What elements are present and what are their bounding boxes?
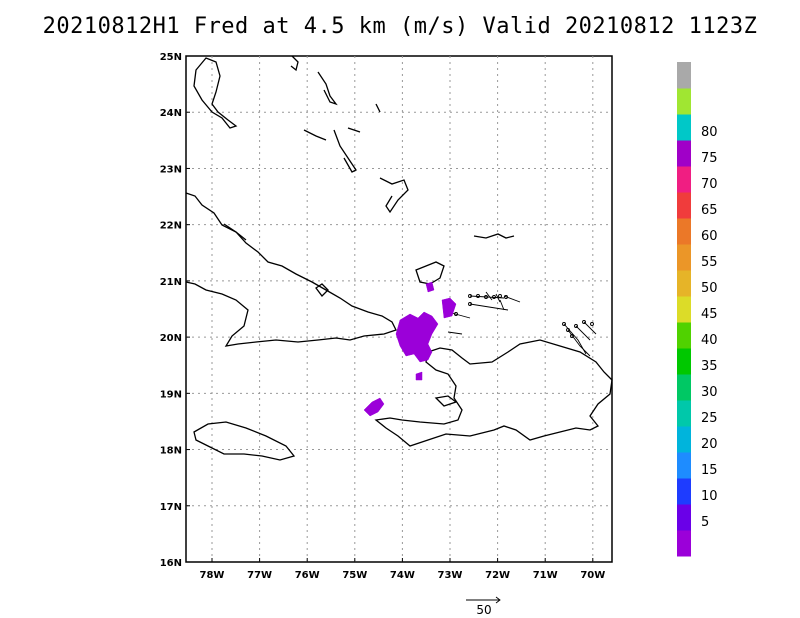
coastline-andros bbox=[193, 57, 238, 129]
wind-barb bbox=[469, 291, 521, 303]
latitude-label: 19N bbox=[160, 389, 182, 400]
longitude-label: 71W bbox=[533, 570, 558, 581]
echo-area bbox=[425, 281, 435, 293]
wind-barb bbox=[575, 325, 591, 341]
coastline-bahamas-2 bbox=[317, 71, 338, 106]
coastline-gonave bbox=[434, 395, 458, 407]
colorbar-segment bbox=[677, 192, 691, 219]
echo-area bbox=[415, 371, 423, 381]
colorbar-segment bbox=[677, 530, 691, 557]
longitude-label: 77W bbox=[247, 570, 272, 581]
latitude-label: 20N bbox=[160, 333, 182, 344]
latitude-labels: 25N 24N 23N 22N 21N 20N 19N 18N 17N 16N bbox=[160, 52, 190, 569]
colorbar-label: 10 bbox=[701, 489, 718, 504]
colorbar-label: 45 bbox=[701, 307, 718, 322]
coastline-cayman bbox=[223, 223, 247, 241]
coastline-bahamas-1 bbox=[290, 55, 299, 72]
latitude-label: 17N bbox=[160, 502, 182, 513]
latitude-label: 21N bbox=[160, 277, 182, 288]
colorbar-segment bbox=[677, 166, 691, 193]
echo-area bbox=[441, 297, 457, 319]
colorbar-label: 35 bbox=[701, 359, 718, 374]
colorbar-segment bbox=[677, 88, 691, 115]
colorbar-segment bbox=[677, 322, 691, 349]
latitude-label: 16N bbox=[160, 558, 182, 569]
latitude-label: 23N bbox=[160, 164, 182, 175]
coastline-caicos bbox=[473, 233, 515, 239]
colorbar-segment bbox=[677, 270, 691, 297]
coastline-bahamas-4 bbox=[333, 129, 357, 173]
colorbar-segment bbox=[677, 218, 691, 245]
colorbar-label: 65 bbox=[701, 203, 718, 218]
latitude-label: 22N bbox=[160, 221, 182, 232]
wind-barb bbox=[583, 321, 597, 335]
colorbar-segment bbox=[677, 296, 691, 323]
wind-barb bbox=[447, 331, 463, 335]
coastline-bahamas-3 bbox=[303, 129, 327, 141]
colorbar-label: 75 bbox=[701, 151, 718, 166]
colorbar-label: 20 bbox=[701, 437, 718, 452]
colorbar-label: 60 bbox=[701, 229, 718, 244]
echo-area bbox=[363, 397, 385, 417]
reference-vector: 50 bbox=[466, 596, 501, 617]
colorbar-label: 5 bbox=[701, 515, 709, 530]
coastline-jamaica bbox=[193, 421, 296, 461]
echo-area bbox=[395, 311, 439, 363]
colorbar-segment bbox=[677, 244, 691, 271]
colorbar: 5 10 15 20 25 30 35 40 45 50 55 60 65 70 75 80 bbox=[677, 62, 718, 557]
map-title: 20210812H1 Fred at 4.5 km (m/s) Valid 20… bbox=[42, 14, 758, 39]
longitude-label: 72W bbox=[485, 570, 510, 581]
coastline-bahamas-5 bbox=[347, 127, 361, 133]
longitude-label: 70W bbox=[580, 570, 605, 581]
coastline-bahamas-6 bbox=[375, 103, 381, 113]
coastline-great-inagua bbox=[379, 177, 409, 214]
colorbar-segment bbox=[677, 140, 691, 167]
longitude-label: 78W bbox=[200, 570, 225, 581]
latitude-label: 24N bbox=[160, 108, 182, 119]
longitude-label: 75W bbox=[342, 570, 367, 581]
colorbar-label: 70 bbox=[701, 177, 718, 192]
coastline-hispaniola bbox=[374, 339, 613, 447]
longitude-label: 76W bbox=[295, 570, 320, 581]
colorbar-segment bbox=[677, 478, 691, 505]
coastline-cuba bbox=[185, 192, 397, 347]
colorbar-label: 25 bbox=[701, 411, 718, 426]
latitude-label: 25N bbox=[160, 52, 182, 63]
colorbar-segment bbox=[677, 452, 691, 479]
colorbar-label: 40 bbox=[701, 333, 718, 348]
colorbar-label: 55 bbox=[701, 255, 718, 270]
colorbar-segment bbox=[677, 114, 691, 141]
map-frame bbox=[185, 55, 613, 563]
reference-vector-label: 50 bbox=[476, 603, 491, 617]
wind-speed-shading bbox=[363, 281, 457, 417]
colorbar-label: 15 bbox=[701, 463, 718, 478]
longitude-label: 74W bbox=[390, 570, 415, 581]
colorbar-segment bbox=[677, 426, 691, 453]
colorbar-segment bbox=[677, 348, 691, 375]
wind-barb bbox=[469, 299, 509, 311]
colorbar-segment bbox=[677, 62, 691, 89]
colorbar-label: 30 bbox=[701, 385, 718, 400]
longitude-label: 73W bbox=[438, 570, 463, 581]
wind-barb bbox=[567, 329, 591, 357]
longitude-labels: 78W 77W 76W 75W 74W 73W 72W 71W 70W bbox=[200, 558, 605, 581]
coastlines bbox=[185, 55, 613, 461]
latitude-label: 18N bbox=[160, 446, 182, 457]
coastline-isla-juventud bbox=[315, 283, 329, 297]
colorbar-segment bbox=[677, 400, 691, 427]
colorbar-segment bbox=[677, 504, 691, 531]
colorbar-label: 50 bbox=[701, 281, 718, 296]
coastline-great-inagua-2 bbox=[415, 261, 445, 285]
colorbar-segment bbox=[677, 374, 691, 401]
colorbar-label: 80 bbox=[701, 125, 718, 140]
